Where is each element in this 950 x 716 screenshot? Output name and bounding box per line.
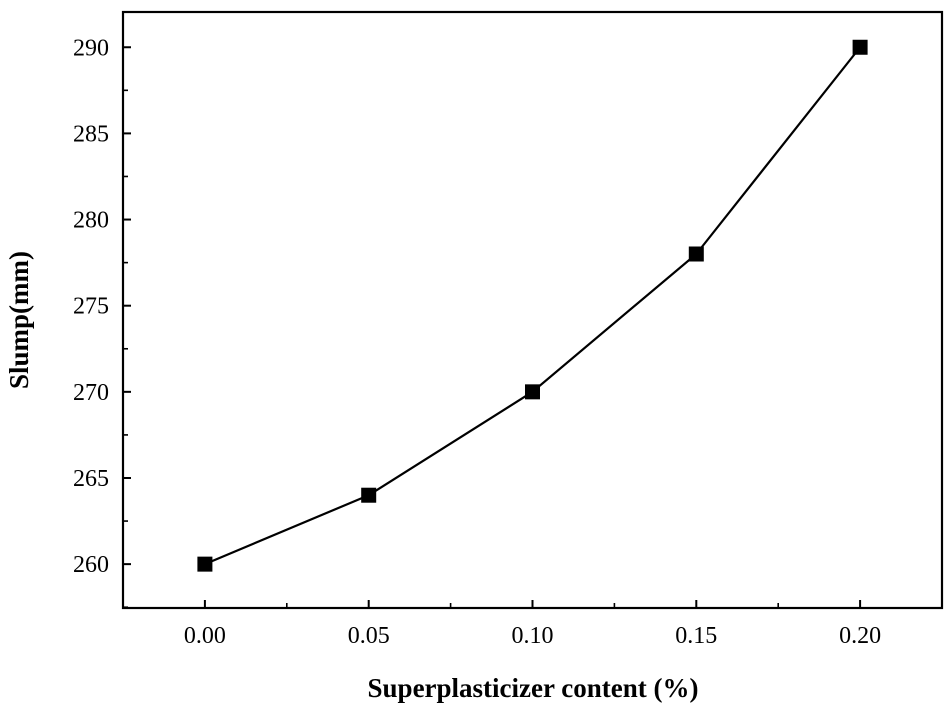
x-tick-label: 0.00 — [184, 623, 226, 649]
y-tick-label: 280 — [73, 208, 109, 234]
ticks-layer: 0.00 0.05 0.10 0.15 0.20 260 265 270 275 280 285 29… — [73, 35, 943, 649]
x-tick-label: 0.15 — [675, 623, 717, 649]
y-tick-label: 260 — [73, 552, 109, 578]
y-axis-title: Slump(mm) — [4, 251, 34, 389]
x-axis-title: Superplasticizer content (%) — [368, 673, 699, 703]
x-tick-label: 0.10 — [512, 623, 554, 649]
y-tick-label: 285 — [73, 121, 109, 147]
series-line — [204, 46, 861, 566]
axes-layer — [121, 10, 944, 610]
y-tick-label: 265 — [73, 466, 109, 492]
data-point-marker — [361, 487, 377, 503]
data-point-marker — [197, 556, 213, 572]
plot-frame — [121, 10, 944, 610]
data-point-marker — [525, 384, 540, 400]
x-tick-label: 0.05 — [348, 623, 390, 649]
y-tick-label: 290 — [73, 35, 109, 61]
x-tick-label: 0.20 — [839, 623, 881, 649]
data-point-marker — [852, 39, 868, 55]
series-layer — [197, 39, 868, 572]
y-tick-label: 270 — [73, 380, 109, 406]
y-tick-label: 275 — [73, 294, 109, 320]
data-point-marker — [688, 246, 704, 262]
